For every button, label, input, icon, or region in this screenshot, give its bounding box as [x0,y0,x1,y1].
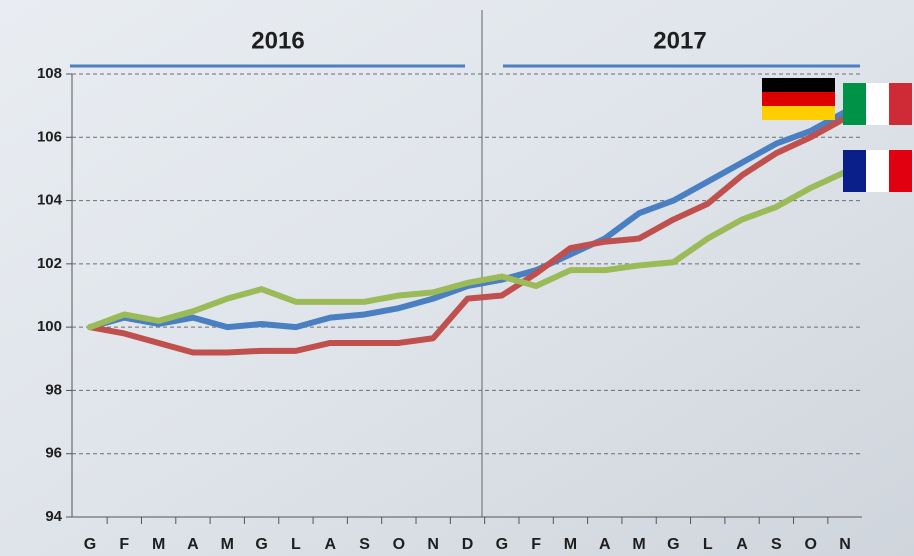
x-tick-label: A [599,536,611,553]
x-tick-label: M [152,536,165,553]
x-tick-label: S [771,536,782,553]
x-tick-label: G [667,536,679,553]
series-line [87,108,848,331]
x-tick-label: F [531,536,541,553]
x-tick-label: M [221,536,234,553]
x-tick-label: F [119,536,129,553]
x-tick-label: N [839,536,851,553]
y-tick-label: 100 [37,318,62,335]
x-tick-label: S [359,536,370,553]
y-tick-label: 98 [45,381,62,398]
x-tick-label: G [84,536,96,553]
flag-italy [843,83,912,125]
flag-germany [762,78,835,120]
x-tick-label: A [736,536,748,553]
x-tick-label: L [291,536,301,553]
x-tick-label: A [324,536,336,553]
y-tick-label: 104 [37,192,63,209]
x-tick-label: D [462,536,474,553]
series-line [87,169,848,331]
plot-area: 94 96 98 100 102 104 106 108 G F M A M G L A S O N D G F M A M G L… [37,65,862,553]
y-tick-label: 102 [37,255,62,272]
x-tick-label: N [427,536,439,553]
x-tick-label: G [496,536,508,553]
y-tick-label: 106 [37,128,62,145]
y-tick-label: 94 [45,508,62,525]
y-tick-label: 108 [37,65,62,82]
flag-france [843,150,912,192]
series-line [87,115,848,356]
x-tick-label: G [255,536,267,553]
y-tick-label: 96 [45,445,62,462]
x-tick-label: A [187,536,199,553]
x-tick-label: M [564,536,577,553]
x-tick-label: L [703,536,713,553]
year-label: 2016 [251,27,304,54]
year-label: 2017 [653,27,706,54]
x-tick-label: O [393,536,405,553]
x-tick-label: M [632,536,645,553]
x-tick-label: O [804,536,816,553]
